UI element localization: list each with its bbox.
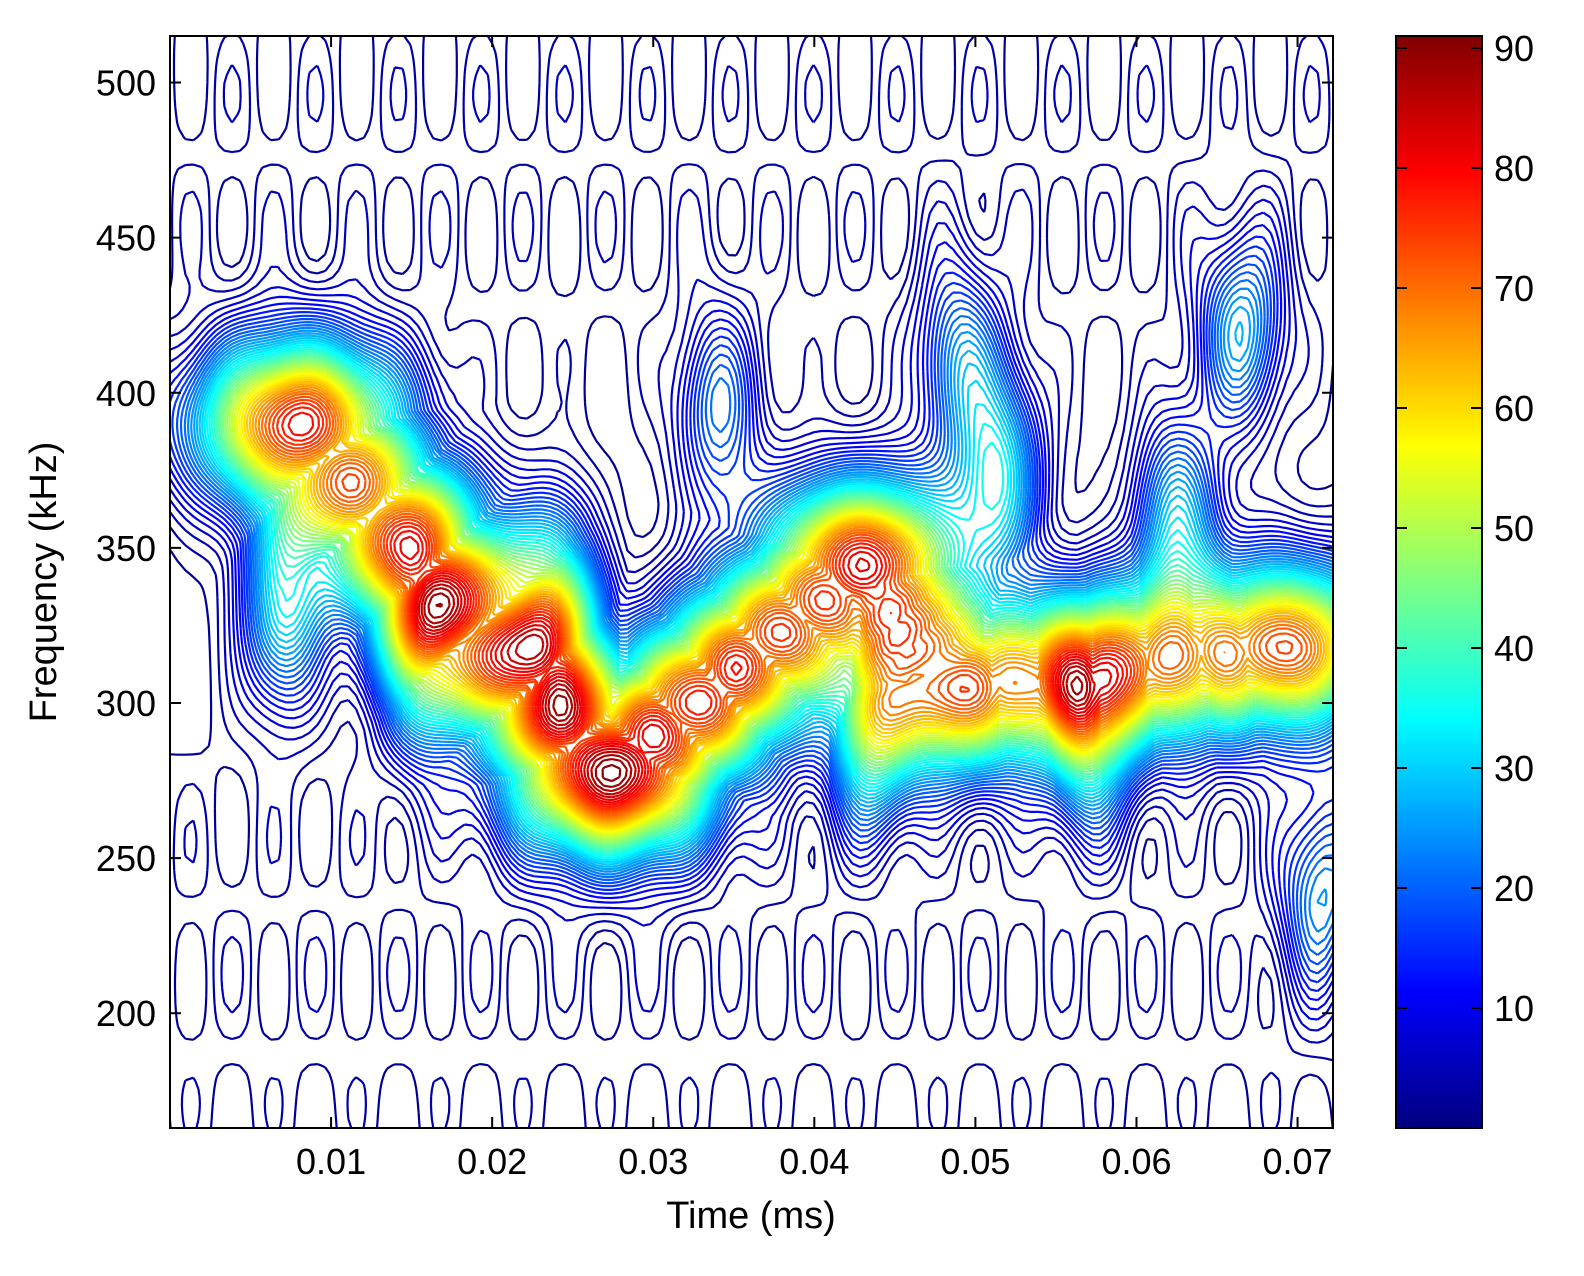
plot-area: 0.01 0.02 0.03 0.04 0.05 0.06 0.07 200 250 300 35… [96,35,1334,1182]
y-tick-label: 400 [96,373,156,414]
contour-level-line [170,198,1333,1021]
contour-level-line [212,350,1333,853]
contour-level-line [280,406,1129,809]
contour-level-line [233,368,1333,837]
contour-level-line [170,64,1333,1044]
contour-level-line [170,184,1333,1032]
colorbar: 10 20 30 40 50 60 70 80 90 [1395,28,1534,1129]
x-tick-label: 0.07 [1263,1141,1333,1182]
colorbar-tick-label: 50 [1494,508,1534,549]
contour-level-line [435,602,622,783]
contour-level-line [427,592,1084,789]
contour-level-line [224,360,1333,844]
contour-level-line [201,339,1333,864]
colorbar-tick-label: 70 [1494,268,1534,309]
contour-level-line [243,376,1331,830]
contour-level-line [217,354,1333,849]
colorbar-tick-label: 60 [1494,388,1534,429]
x-tick-label: 0.02 [457,1141,527,1182]
contour-level-line [179,270,1333,956]
contour-level-line [170,36,1333,1128]
y-tick-label: 450 [96,218,156,259]
y-tick-label: 300 [96,683,156,724]
colorbar-tick-label: 30 [1494,748,1534,789]
colorbar-tick-label: 40 [1494,628,1534,669]
contour-level-line [195,320,1333,868]
y-tick-label: 350 [96,528,156,569]
contour-level-line [257,387,1316,820]
contour-level-line [235,370,1333,835]
y-tick-label: 250 [96,838,156,879]
x-tick-label: 0.04 [779,1141,849,1182]
contour-lines [170,36,1333,1128]
colorbar-ticks: 10 20 30 40 50 60 70 80 90 [1396,28,1534,1029]
contour-level-line [170,235,1333,993]
contour-level-line [193,305,1333,871]
contour-level-line [240,374,1333,831]
contour-level-line [230,366,1333,838]
colorbar-scale [1396,36,1482,1128]
y-tick-label: 500 [96,63,156,104]
x-axis-label: Time (ms) [666,1195,836,1237]
contour-level-line [287,411,1125,806]
contour-level-line [271,398,1294,813]
x-tick-label: 0.01 [296,1141,366,1182]
contour-level-line [215,352,1333,851]
contour-level-line [210,348,1333,855]
contour-level-line [238,372,1333,833]
contour-level-line [170,211,1333,1011]
contour-level-line [205,343,1333,859]
x-axis-ticks: 0.01 0.02 0.03 0.04 0.05 0.06 0.07 [296,36,1333,1182]
contour-level-line [170,224,1333,1002]
x-tick-label: 0.05 [940,1141,1010,1182]
x-tick-label: 0.03 [618,1141,688,1182]
colorbar-frame [1395,35,1483,1129]
contour-level-line [275,401,1133,811]
contour-level-line [203,341,1333,861]
contour-level-line [245,378,1328,828]
contour-level-line [208,345,1333,857]
contour-level-line [254,385,1320,822]
contour-level-line [417,579,1096,799]
contour-level-line [175,263,1333,966]
x-tick-label: 0.06 [1101,1141,1171,1182]
contour-level-line [251,383,1323,824]
contour-level-line [260,390,1313,819]
colorbar-tick-label: 80 [1494,148,1534,189]
colorbar-tick-label: 10 [1494,988,1534,1029]
contour-level-line [226,362,1333,842]
contour-level-line [415,557,1113,802]
contour-level-line [248,380,1326,826]
contour-level-line [171,254,1333,975]
contour-level-line [267,395,1303,815]
contour-level-line [170,245,1333,984]
contour-level-line [221,358,1333,846]
contour-level-line [219,356,1333,847]
contour-level-line [187,287,1333,933]
colorbar-tick-label: 20 [1494,868,1534,909]
contour-level-line [190,295,1333,907]
plot-frame [169,35,1334,1129]
y-axis-label: Frequency (kHz) [23,442,65,723]
contour-level-line [228,364,1333,840]
contour-level-line [264,392,1308,817]
y-axis-ticks: 200 250 300 350 400 450 500 [96,63,1333,1034]
contour-level-line [420,583,1092,796]
colorbar-tick-label: 90 [1494,28,1534,69]
contour-level-line [183,278,1333,946]
contour-level-line [423,587,1089,793]
contour-level-line [399,535,1120,804]
contour-level-line [198,336,1333,866]
y-tick-label: 200 [96,993,156,1034]
